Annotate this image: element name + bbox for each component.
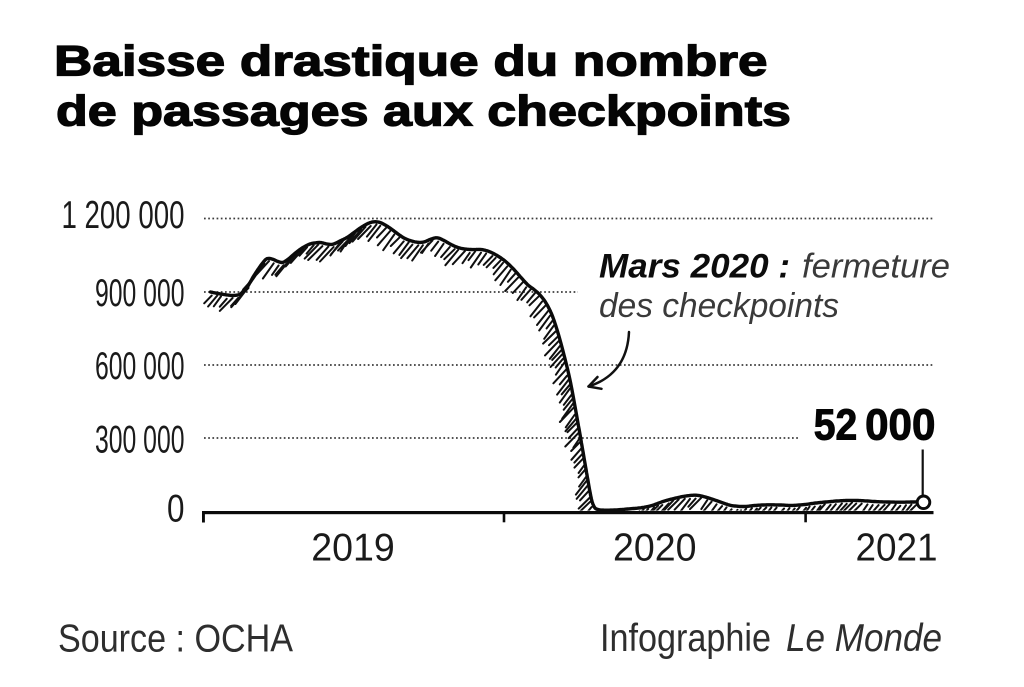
svg-text:0: 0 <box>167 488 185 531</box>
svg-text:Source : OCHA: Source : OCHA <box>58 617 293 660</box>
svg-text:000: 000 <box>865 400 935 449</box>
svg-text:Baisse drastique du nombre: Baisse drastique du nombre <box>54 37 768 85</box>
svg-text:52: 52 <box>814 400 858 449</box>
svg-text:2021: 2021 <box>856 527 938 570</box>
svg-text:900 000: 900 000 <box>95 272 185 315</box>
svg-text:2020: 2020 <box>613 527 697 570</box>
svg-text:fermeture: fermeture <box>802 247 950 285</box>
svg-text:2019: 2019 <box>311 527 395 570</box>
svg-text:de passages aux checkpoints: de passages aux checkpoints <box>56 88 791 136</box>
svg-text:des checkpoints: des checkpoints <box>599 287 839 325</box>
svg-text:Mars 2020 :: Mars 2020 : <box>599 247 790 285</box>
svg-text:600 000: 600 000 <box>95 345 185 388</box>
svg-text:1 200 000: 1 200 000 <box>62 194 185 237</box>
svg-text:300 000: 300 000 <box>95 419 185 462</box>
